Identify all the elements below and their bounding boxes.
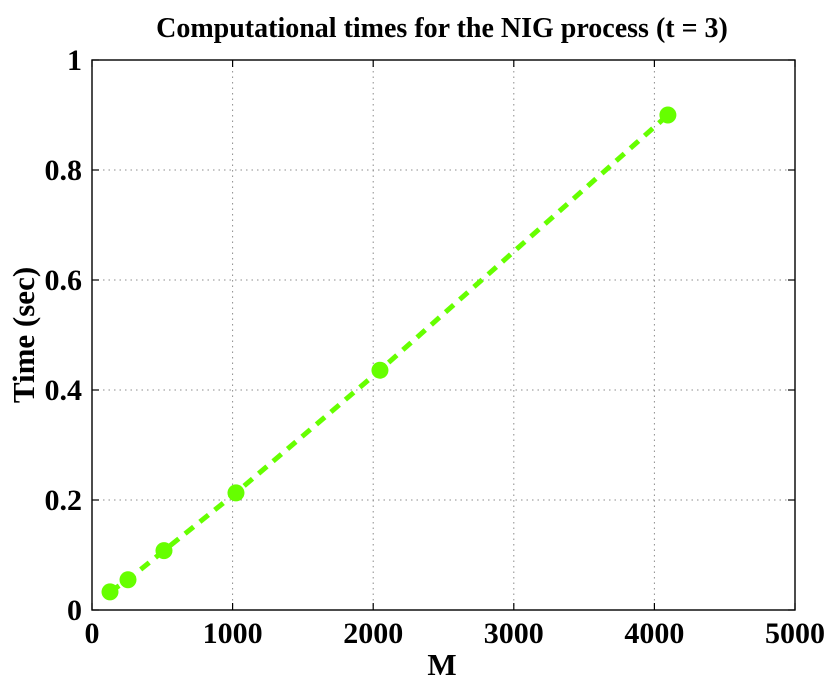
- grid-lines: [92, 60, 795, 610]
- chart-title: Computational times for the NIG process …: [156, 13, 728, 44]
- x-tick-label: 0: [85, 617, 100, 650]
- x-axis-label: M: [427, 647, 456, 682]
- y-tick-labels: 0 0.2 0.4 0.6 0.8 1: [45, 44, 83, 627]
- data-point: [119, 571, 137, 589]
- series-line: [108, 113, 670, 594]
- series-layer: [101, 106, 677, 601]
- data-point: [371, 361, 389, 379]
- y-tick-label: 0.6: [45, 264, 83, 297]
- x-tick-label: 4000: [624, 617, 684, 650]
- data-point: [659, 106, 677, 124]
- axes-frame: [91, 59, 796, 611]
- y-tick-label: 1: [67, 44, 82, 77]
- x-tick-label: 3000: [484, 617, 544, 650]
- x-tick-label: 2000: [343, 617, 403, 650]
- x-tick-label: 1000: [203, 617, 263, 650]
- y-tick-label: 0.8: [45, 154, 83, 187]
- data-point: [155, 542, 173, 560]
- y-tick-label: 0.2: [45, 484, 83, 517]
- data-point: [227, 484, 245, 502]
- y-axis-label: Time (sec): [6, 267, 41, 403]
- x-tick-labels: 0 1000 2000 3000 4000 5000: [85, 617, 826, 650]
- x-tick-label: 5000: [765, 617, 825, 650]
- y-tick-label: 0.4: [45, 374, 83, 407]
- tick-marks: [91, 59, 796, 611]
- data-point: [101, 583, 119, 601]
- y-tick-label: 0: [67, 594, 82, 627]
